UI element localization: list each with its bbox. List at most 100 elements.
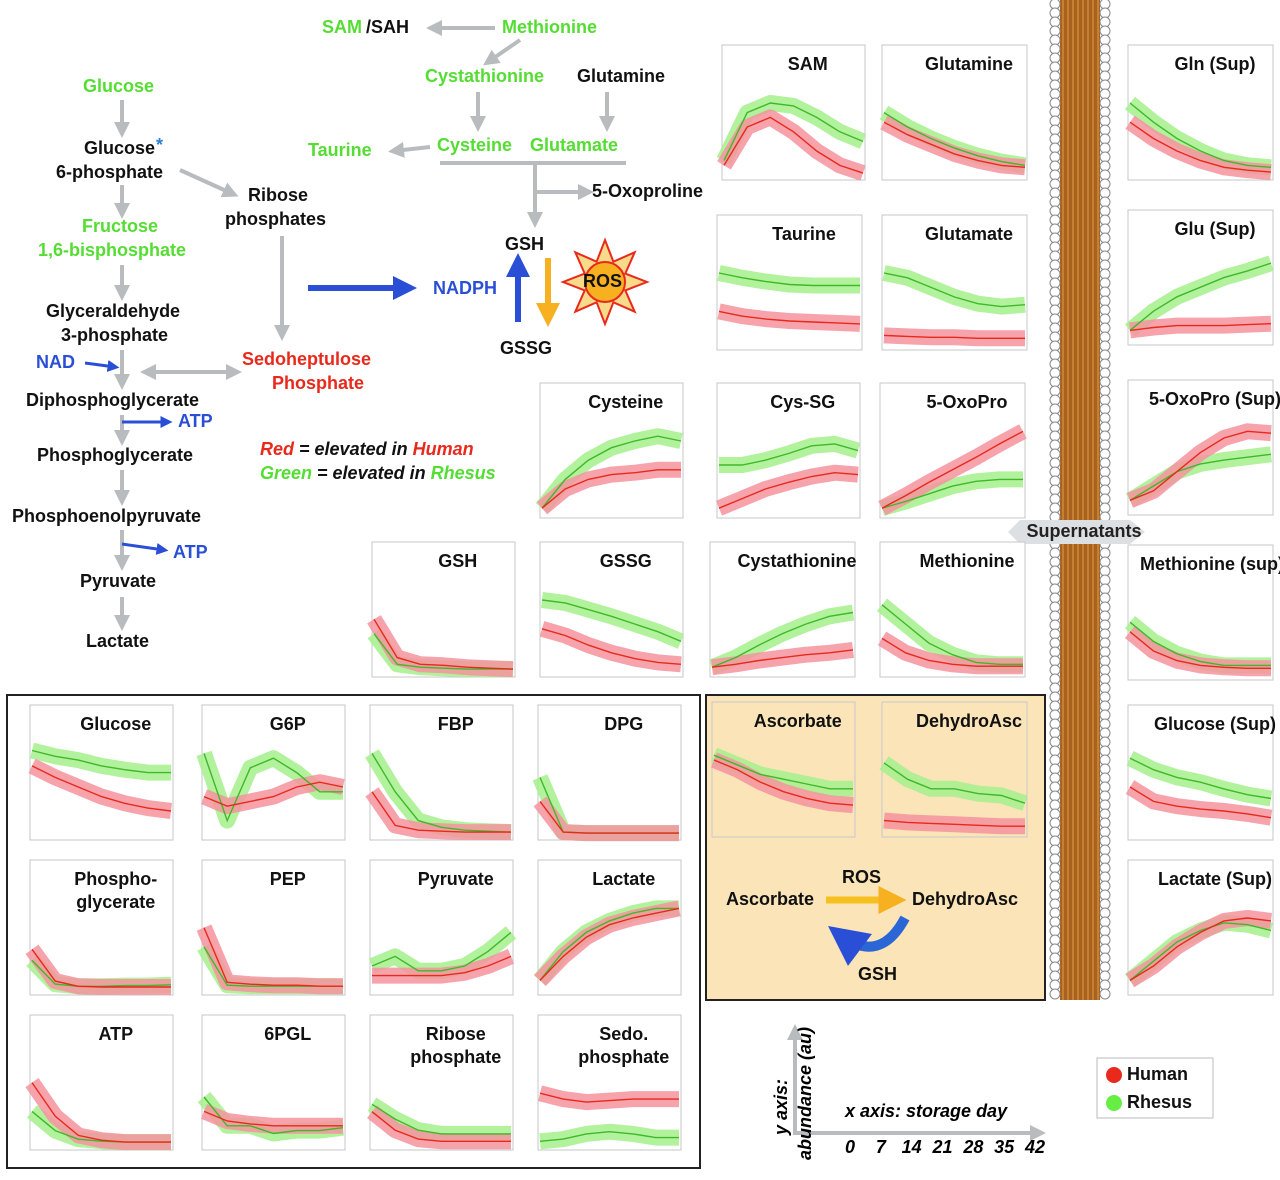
cycle-label: DehydroAsc <box>912 889 1018 909</box>
panel-title: Pyruvate <box>418 869 494 889</box>
panel: 6PGL <box>197 1014 346 1151</box>
panel: G6P <box>196 704 346 841</box>
panel-title: FBP <box>438 714 474 734</box>
panel-title: 6PGL <box>264 1024 311 1044</box>
rhesus-line <box>541 435 682 509</box>
panel-title: G6P <box>270 714 306 734</box>
panel: Glucose <box>28 704 174 841</box>
panel: Lactate (Sup) <box>1124 859 1274 996</box>
human-line <box>1129 430 1272 502</box>
rhesus-line <box>718 272 860 287</box>
panel-title: Taurine <box>772 224 836 244</box>
supernatants-label: Supernatants <box>1026 521 1141 541</box>
human-line <box>718 310 861 325</box>
panel: 5-OxoPro <box>878 382 1027 519</box>
panel-title: Lactate (Sup) <box>1158 869 1272 889</box>
panel-title: GSSG <box>600 551 652 571</box>
human-line <box>541 628 682 665</box>
rhesus-line <box>371 753 512 833</box>
panel-title: ATP <box>98 1024 133 1044</box>
pathway-node: Glucose <box>84 138 155 158</box>
rhesus-line <box>1129 453 1272 501</box>
human-line <box>718 471 859 509</box>
human-line <box>373 618 514 670</box>
legend-label: Rhesus <box>1127 1092 1192 1112</box>
panel-title: Gln (Sup) <box>1175 54 1256 74</box>
rhesus-line <box>31 749 171 774</box>
y-axis-key: abundance (au) <box>795 1027 815 1160</box>
pathway-node: Diphosphoglycerate <box>26 390 199 410</box>
cycle-label: GSH <box>858 964 897 984</box>
panel: Lactate <box>533 859 682 996</box>
x-tick-label: 14 <box>902 1137 922 1157</box>
rhesus-line <box>719 443 859 466</box>
rhesus-line <box>1129 757 1272 800</box>
human-line <box>371 791 511 833</box>
note-part: Green <box>260 463 312 483</box>
panel: Taurine <box>716 214 863 351</box>
rhesus-line <box>1129 621 1271 667</box>
note-part: Rhesus <box>431 463 496 483</box>
x-tick-label: 42 <box>1024 1137 1045 1157</box>
x-tick-label: 35 <box>994 1137 1015 1157</box>
panel: Methionine (sup)) <box>1124 544 1280 681</box>
pathway-node: Glucose <box>83 76 154 96</box>
panel-title: GSH <box>438 551 477 571</box>
legend-label: Human <box>1127 1064 1188 1084</box>
legend-swatch <box>1106 1095 1122 1111</box>
panel: Methionine <box>876 541 1026 678</box>
panel-title: phosphate <box>410 1047 501 1067</box>
lipid-head <box>1099 988 1111 1000</box>
pathway-node: NADPH <box>433 278 497 298</box>
human-line <box>539 800 679 834</box>
panel-title: Glucose <box>80 714 151 734</box>
pathway-node: GSH <box>505 234 544 254</box>
human-line <box>31 948 171 988</box>
x-tick-label: 21 <box>931 1137 952 1157</box>
human-line <box>713 759 854 806</box>
rhesus-line <box>883 762 1026 804</box>
pathway-node: Phosphoglycerate <box>37 445 193 465</box>
pathway-node: Fructose <box>82 216 158 236</box>
glycolysis-box <box>6 694 701 1169</box>
rhesus-line <box>373 633 513 670</box>
cycle-label: ROS <box>842 867 881 887</box>
rhesus-line <box>883 112 1026 167</box>
panel: Glutamine <box>879 44 1028 181</box>
panel: Gln (Sup) <box>1124 44 1274 181</box>
panel: PEP <box>196 859 346 996</box>
pathway-node: Ribose <box>248 185 308 205</box>
panel-title: 5-OxoPro <box>926 392 1007 412</box>
pathway-node: 5-Oxoproline <box>592 181 703 201</box>
panel: 5-OxoPro (Sup) <box>1125 379 1280 516</box>
panel-title: Lactate <box>592 869 655 889</box>
human-band <box>883 812 1025 835</box>
human-line <box>539 1092 679 1103</box>
human-line <box>1129 786 1272 819</box>
panel-title: Glu (Sup) <box>1175 219 1256 239</box>
panel: FBP <box>365 704 514 841</box>
human-line <box>203 781 344 807</box>
pathway-node: Glutamate <box>530 135 618 155</box>
panel: SAM <box>716 44 867 181</box>
panel-title: Cystathionine <box>737 551 856 571</box>
human-line <box>541 469 681 509</box>
panel: GSH <box>367 541 516 678</box>
supernatant-arrow <box>1008 520 1145 544</box>
note-part: Red <box>260 439 295 459</box>
human-line <box>1129 631 1271 669</box>
panel-title: DPG <box>604 714 643 734</box>
note-part: = elevated in <box>294 439 413 459</box>
pathway-node: /SAH <box>366 17 409 37</box>
human-line <box>711 649 854 668</box>
human-line <box>881 430 1024 509</box>
panel: Cysteine <box>535 382 684 519</box>
pathway-node: Methionine <box>502 17 597 37</box>
membrane <box>1049 0 1111 1000</box>
human-line <box>1129 323 1272 332</box>
rhesus-line <box>203 753 343 823</box>
pathway-node: NAD <box>36 352 75 372</box>
human-line <box>31 765 172 812</box>
panel: Glu (Sup) <box>1124 209 1274 346</box>
